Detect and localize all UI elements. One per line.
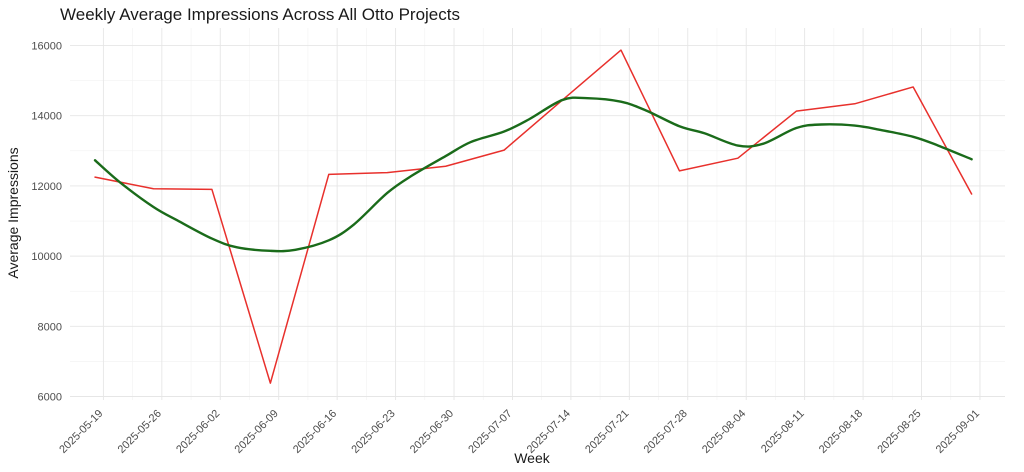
grid-major (70, 28, 1005, 400)
x-tick-label: 2025-08-18 (817, 408, 865, 456)
x-tick-label: 2025-07-28 (642, 408, 690, 456)
x-tick-label: 2025-05-26 (116, 408, 164, 456)
chart-title: Weekly Average Impressions Across All Ot… (60, 5, 460, 24)
x-tick-label: 2025-06-09 (233, 408, 281, 456)
x-tick-label: 2025-07-21 (583, 408, 631, 456)
series-layer (93, 49, 973, 384)
x-tick-label: 2025-08-25 (875, 408, 923, 456)
x-tick-label: 2025-07-14 (525, 408, 573, 456)
x-tick-label: 2025-07-07 (466, 408, 514, 456)
x-axis-title: Week (514, 450, 551, 466)
x-tick-label: 2025-06-02 (174, 408, 222, 456)
y-axis-title: Average Impressions (5, 147, 21, 278)
y-tick-label: 8000 (38, 321, 62, 333)
x-tick-label: 2025-06-23 (349, 408, 397, 456)
series-line (94, 49, 973, 384)
x-tick-label: 2025-08-11 (759, 408, 807, 456)
x-tick-label: 2025-05-19 (57, 408, 105, 456)
y-tick-label: 14000 (31, 111, 62, 123)
y-tick-label: 10000 (31, 251, 62, 263)
trend-line (93, 96, 973, 253)
x-tick-labels: 2025-05-19 2025-05-26 2025-06-02 2025-06-09… (57, 408, 982, 456)
y-tick-label: 16000 (31, 41, 62, 53)
x-tick-label: 2025-08-04 (700, 408, 748, 456)
x-tick-label: 2025-09-01 (934, 408, 982, 456)
y-tick-labels: 6000 8000 10000 12000 14000 16000 (31, 41, 62, 404)
x-tick-label: 2025-06-30 (408, 408, 456, 456)
grid-minor (70, 28, 1005, 400)
y-tick-label: 12000 (31, 181, 62, 193)
y-tick-label: 6000 (38, 391, 62, 403)
x-tick-label: 2025-06-16 (291, 408, 339, 456)
